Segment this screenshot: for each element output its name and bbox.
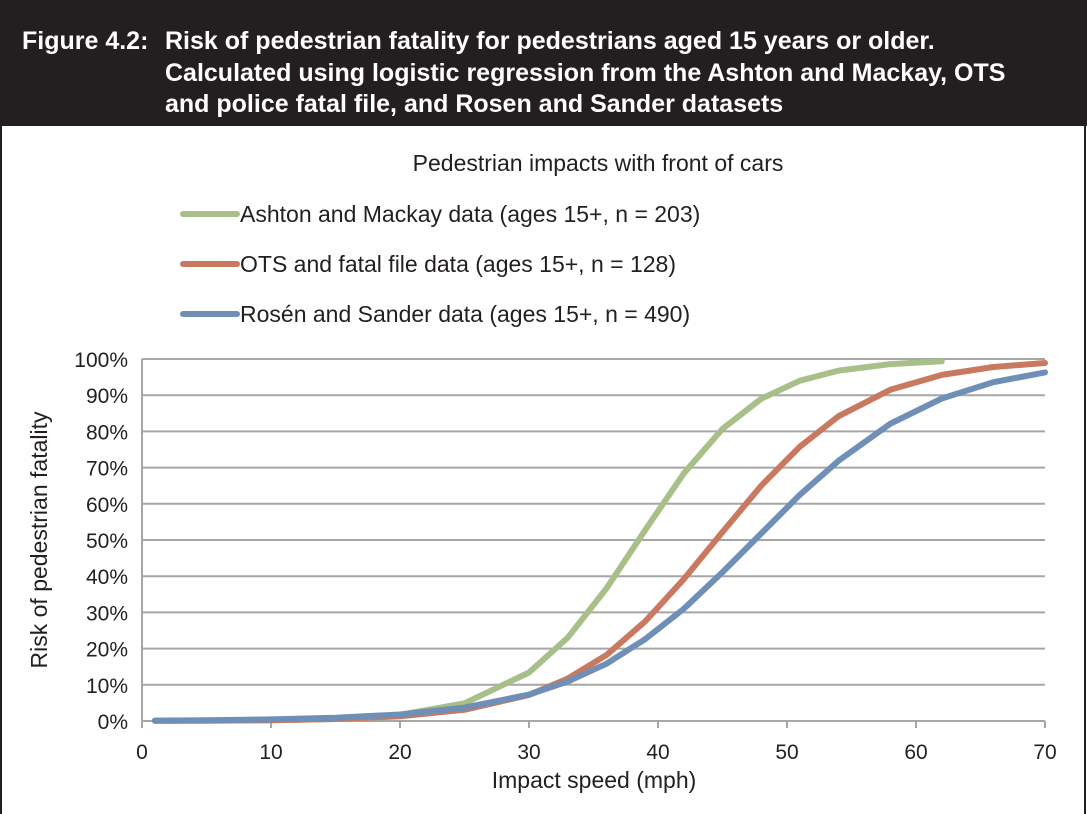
- legend-label: Rosén and Sander data (ages 15+, n = 490…: [240, 301, 690, 327]
- y-tick-label: 90%: [86, 385, 128, 408]
- y-tick-label: 50%: [86, 530, 128, 553]
- x-tick-label: 20: [388, 741, 411, 764]
- y-tick-label: 20%: [86, 639, 128, 662]
- y-tick-label: 30%: [86, 602, 128, 625]
- y-tick-label: 60%: [86, 494, 128, 517]
- series-line: [151, 369, 1048, 724]
- chart-title: Risk of pedestrian fatality for pedestri…: [165, 27, 935, 55]
- x-tick-label: 10: [259, 741, 282, 764]
- figure-label: Figure 4.2:: [22, 27, 148, 55]
- y-tick-label: 70%: [86, 458, 128, 481]
- x-tick-label: 70: [1033, 741, 1056, 764]
- series-line: [151, 358, 945, 724]
- y-axis-label: Risk of pedestrian fatality: [26, 411, 52, 668]
- x-tick-label: 50: [775, 741, 798, 764]
- y-tick-label: 0%: [98, 711, 128, 734]
- y-tick-label: 100%: [74, 349, 128, 372]
- chart-title: Calculated using logistic regression fro…: [165, 59, 1005, 87]
- x-axis-label: Impact speed (mph): [492, 767, 697, 793]
- legend-label: OTS and fatal file data (ages 15+, n = 1…: [240, 251, 676, 277]
- y-tick-label: 10%: [86, 675, 128, 698]
- legend-label: Ashton and Mackay data (ages 15+, n = 20…: [240, 201, 700, 227]
- y-tick-label: 80%: [86, 421, 128, 444]
- header-band: [0, 0, 1087, 126]
- chart-subtitle: Pedestrian impacts with front of cars: [413, 150, 784, 176]
- x-tick-label: 30: [517, 741, 540, 764]
- y-tick-label: 40%: [86, 566, 128, 589]
- chart-title: and police fatal file, and Rosen and San…: [165, 90, 783, 118]
- x-tick-label: 60: [904, 741, 927, 764]
- x-tick-label: 40: [646, 741, 669, 764]
- x-tick-label: 0: [136, 741, 148, 764]
